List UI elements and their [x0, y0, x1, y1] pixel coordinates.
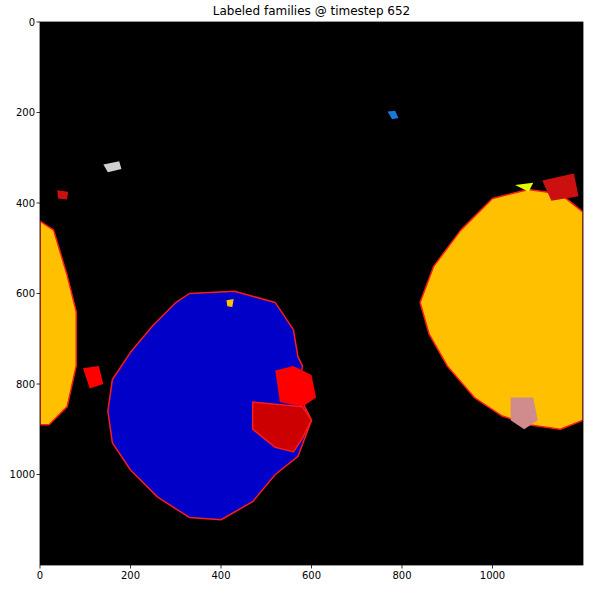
y-tick	[37, 293, 41, 294]
figure: 0 200 400 600 800 1000 0 200 400 600 800 1000 Labele…	[0, 0, 590, 590]
label-region	[511, 398, 538, 430]
plot-frame	[40, 22, 583, 565]
x-tick-label: 400	[211, 570, 230, 581]
y-tick-label: 200	[16, 107, 35, 118]
background	[0, 0, 590, 590]
label-region	[103, 161, 121, 172]
y-tick	[37, 474, 41, 475]
image-background	[40, 22, 583, 565]
label-region	[388, 111, 399, 120]
x-tick	[40, 565, 41, 569]
label-region	[420, 189, 583, 429]
y-tick	[37, 22, 41, 23]
label-region	[542, 174, 578, 201]
y-tick	[37, 203, 41, 204]
x-tick-label: 600	[302, 570, 321, 581]
x-tick	[492, 565, 493, 569]
x-tick-label: 0	[37, 570, 43, 581]
x-tick-label: 1000	[480, 570, 505, 581]
label-region	[108, 291, 312, 520]
y-tick	[37, 384, 41, 385]
y-tick-label: 400	[16, 198, 35, 209]
x-tick-label: 800	[392, 570, 411, 581]
y-tick-label: 0	[29, 17, 35, 28]
title: Labeled families @ timestep 652	[213, 4, 411, 18]
x-tick	[311, 565, 312, 569]
regions	[40, 111, 583, 520]
label-region	[226, 299, 233, 307]
x-tick-label: 200	[121, 570, 140, 581]
label-region	[57, 190, 68, 199]
label-region	[253, 402, 312, 452]
y-tick-label: 1000	[10, 469, 35, 480]
x-tick	[402, 565, 403, 569]
y-tick	[37, 112, 41, 113]
x-tick	[221, 565, 222, 569]
y-tick-label: 800	[16, 379, 35, 390]
label-region	[275, 366, 316, 407]
label-region	[515, 183, 533, 192]
label-region	[83, 366, 103, 389]
label-region	[40, 221, 76, 425]
x-tick	[130, 565, 131, 569]
y-tick-label: 600	[16, 288, 35, 299]
